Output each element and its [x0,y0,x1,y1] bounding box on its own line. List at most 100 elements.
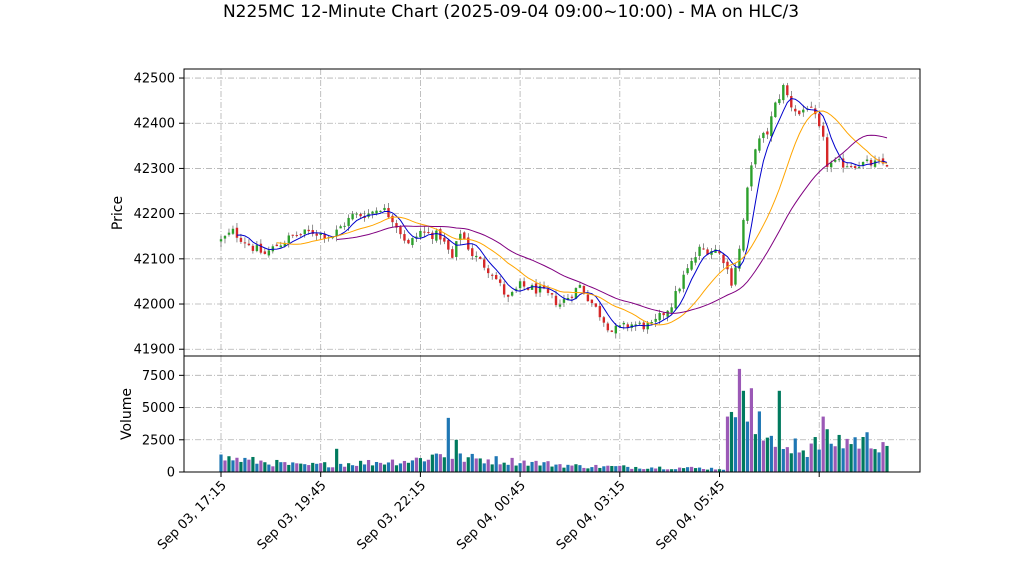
volume-bar [853,437,857,472]
volume-bar [486,459,490,472]
candle-body [810,106,813,108]
volume-bar [590,467,594,472]
volume-bar [805,456,809,472]
volume-bar [347,463,351,472]
volume-bar [689,466,694,472]
volume-bar [315,463,319,472]
volume-bar [398,463,403,472]
volume-bar [869,448,873,472]
volume-bar [223,460,227,472]
candle-body [566,297,570,301]
volume-bar [662,469,666,472]
candle-body [355,213,358,215]
volume-bar [366,459,371,472]
candle-body [782,85,785,101]
candle-body [299,234,302,236]
price-axis-label: Price [110,196,126,230]
volume-bar [558,464,562,472]
candle-body [247,243,251,246]
candle-body [323,233,326,239]
candle-body [726,261,729,270]
volume-bar [753,434,757,472]
volume-bar [821,416,825,472]
volume-bar [478,458,482,472]
volume-bar [777,390,781,472]
price-ytick-label: 42300 [134,162,175,177]
volume-bar [773,446,777,472]
volume-bar [642,469,646,472]
volume-bar [745,421,750,472]
volume-bar [406,462,411,472]
volume-bar [331,467,335,472]
candle-body [690,260,693,270]
candle-body [435,230,438,241]
volume-ytick-label: 2500 [142,433,175,448]
candle-body [590,299,594,304]
candle-body [287,235,290,243]
candle-body [231,228,235,234]
volume-bar [693,468,698,472]
volume-bar [470,453,474,472]
candle-body [335,229,338,236]
volume-bar [498,464,502,472]
candle-body [674,291,677,309]
volume-bar [271,466,275,472]
candle-body [825,137,829,167]
volume-bar [390,459,395,472]
candle-body [475,255,478,258]
candle-body [670,307,673,313]
candle-body [411,238,414,246]
candle-body [343,225,346,227]
candle-body [554,295,558,306]
candle-body [694,257,697,263]
price-plot-area [184,69,920,356]
volume-bar [518,463,522,472]
candle-body [415,236,418,239]
volume-bar [231,460,235,472]
price-ytick-label: 42200 [134,207,175,222]
volume-bar [227,456,231,472]
volume-bar [666,469,670,472]
candle-body [706,249,709,255]
volume-bar [251,456,255,472]
candle-body [790,96,793,108]
candle-body [849,166,853,168]
volume-bar [490,464,494,472]
volume-bar [335,448,339,472]
candle-body [602,317,606,323]
xtick-label: Sep 04, 05:45 [653,478,728,553]
volume-bar [594,464,598,472]
volume-bar [327,467,331,472]
volume-bar [697,467,702,472]
candle-body [359,214,362,217]
candle-body [351,214,354,220]
volume-bar [741,390,746,472]
candle-body [618,325,621,327]
candle-body [510,292,514,296]
candle-body [869,159,873,166]
volume-bar [386,462,391,472]
volume-bar [598,467,602,472]
volume-bar [717,469,722,472]
volume-bar [849,444,853,472]
candle-body [339,226,342,229]
candle-body [662,313,665,316]
volume-bar [658,466,662,472]
candle-body [686,268,689,274]
candle-body [861,161,865,166]
volume-bar [343,466,347,472]
candle-body [758,138,761,151]
candle-body [682,274,685,289]
candle-body [562,299,566,303]
grid-layer [184,69,920,472]
candle-body [833,159,837,162]
candle-body [638,322,641,324]
volume-bar [446,417,450,472]
volume-bar [275,459,279,472]
volume-bar [809,443,813,472]
volume-bar [861,437,865,472]
candle-body [518,281,522,289]
volume-bar [550,466,554,472]
volume-bar [614,466,618,472]
volume-bar [761,440,765,472]
